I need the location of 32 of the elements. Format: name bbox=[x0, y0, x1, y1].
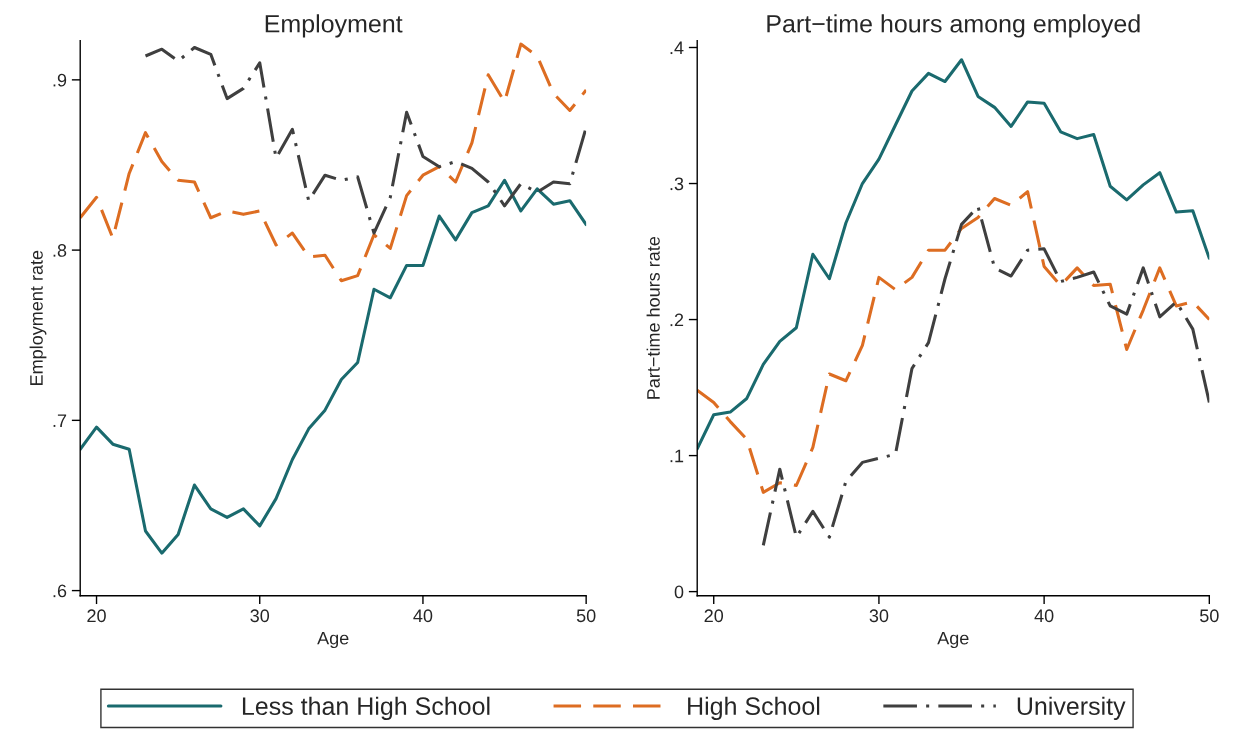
x-tick-label: 30 bbox=[869, 609, 889, 623]
y-tick-label: .4 bbox=[670, 41, 684, 55]
chart-title: Part−time hours among employed bbox=[767, 14, 1140, 38]
line-series bbox=[697, 190, 1210, 494]
y-tick-label: .6 bbox=[53, 584, 67, 598]
line-series bbox=[80, 178, 587, 555]
y-axis-title: Employment rate bbox=[29, 250, 47, 385]
y-tick-label: .2 bbox=[670, 313, 684, 327]
y-tick-label: .8 bbox=[53, 244, 67, 257]
legend-label: Less than High School bbox=[242, 696, 490, 720]
legend-label: High School bbox=[688, 696, 820, 720]
line-series bbox=[761, 205, 1210, 547]
x-tick-label: 20 bbox=[87, 609, 106, 623]
x-tick-label: 30 bbox=[250, 609, 270, 623]
x-tick-label: 40 bbox=[413, 609, 433, 623]
x-tick-label: 50 bbox=[576, 609, 596, 623]
y-tick-label: .7 bbox=[53, 414, 67, 427]
line-series bbox=[143, 45, 587, 235]
x-axis-title: Age bbox=[317, 631, 349, 649]
legend-label: University bbox=[1017, 696, 1126, 720]
y-tick-label: .1 bbox=[670, 449, 684, 463]
x-tick-label: 40 bbox=[1034, 609, 1054, 623]
y-tick-label: .3 bbox=[670, 177, 684, 191]
y-tick-label: .9 bbox=[53, 73, 67, 87]
x-axis-title: Age bbox=[937, 631, 969, 649]
x-tick-label: 20 bbox=[704, 609, 724, 623]
y-tick-label: 0 bbox=[674, 585, 684, 599]
chart-title: Employment bbox=[265, 14, 403, 38]
line-series bbox=[697, 58, 1210, 451]
x-tick-label: 50 bbox=[1200, 609, 1219, 623]
line-series bbox=[80, 42, 587, 283]
y-axis-title: Part−time hours rate bbox=[646, 236, 660, 399]
